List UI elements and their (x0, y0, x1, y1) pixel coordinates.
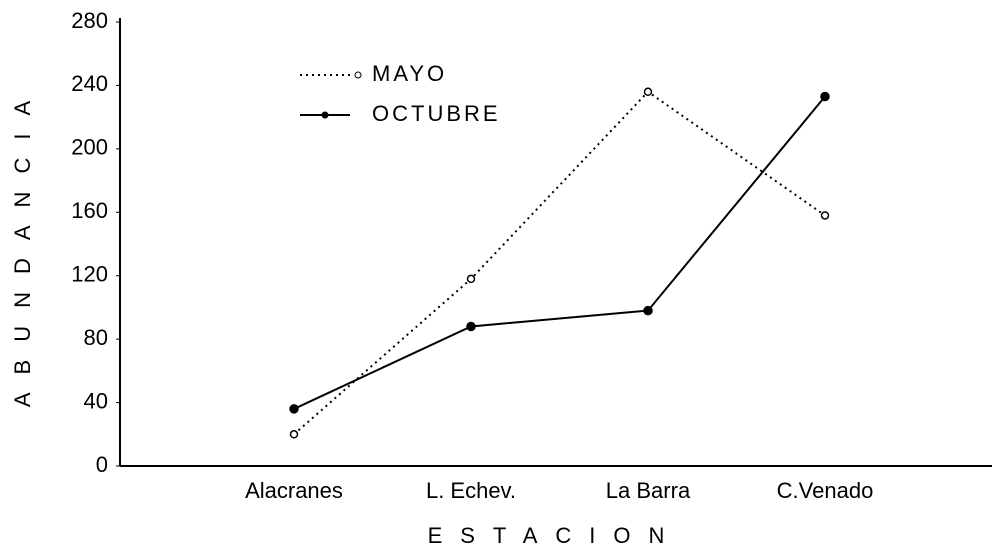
data-point (289, 430, 299, 439)
data-point (820, 91, 830, 102)
y-tick-label: 200 (71, 135, 108, 160)
data-point (466, 274, 476, 284)
y-tick-label: 80 (84, 325, 108, 350)
y-tick-label: 160 (71, 198, 108, 223)
x-tick-label: La Barra (606, 478, 691, 503)
y-tick-label: 280 (71, 8, 108, 33)
x-tick-label: Alacranes (245, 478, 343, 503)
legend-marker (321, 111, 329, 119)
x-axis-title: ESTACION (428, 523, 683, 548)
data-point (466, 321, 476, 332)
series-line (293, 90, 826, 436)
legend-marker (354, 71, 362, 79)
y-axis-title: ABUNDANCIA (10, 83, 35, 407)
legend-label: MAYO (372, 61, 447, 86)
data-point (643, 305, 653, 316)
data-point (820, 211, 830, 220)
series-line (293, 95, 826, 410)
x-tick-label: L. Echev. (426, 478, 516, 503)
data-point (643, 87, 653, 97)
data-point (289, 404, 299, 414)
x-tick-label: C.Venado (777, 478, 874, 503)
legend-label: OCTUBRE (372, 101, 501, 126)
y-tick-label: 240 (71, 71, 108, 96)
y-tick-label: 120 (71, 262, 108, 287)
y-tick-label: 0 (96, 452, 108, 477)
y-tick-label: 40 (84, 388, 108, 413)
